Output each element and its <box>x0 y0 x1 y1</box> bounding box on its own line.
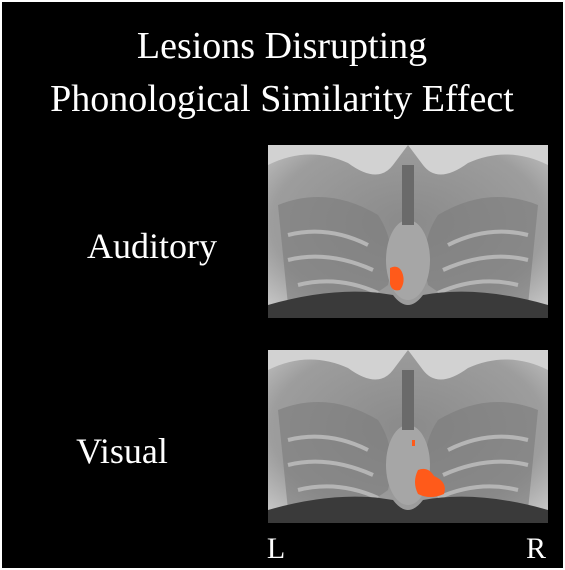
orientation-left: L <box>267 532 285 565</box>
orientation-right: R <box>526 532 546 565</box>
title-line: Phonological Similarity Effect <box>50 78 514 120</box>
lesion <box>412 440 415 446</box>
brain-image <box>268 145 548 318</box>
figure: Lesions Disrupting Phonological Similari… <box>0 0 565 570</box>
panel-label: Auditory <box>87 226 217 266</box>
title-line: Lesions Disrupting <box>137 25 427 67</box>
brain-image <box>268 350 548 523</box>
panel-label: Visual <box>76 431 168 471</box>
